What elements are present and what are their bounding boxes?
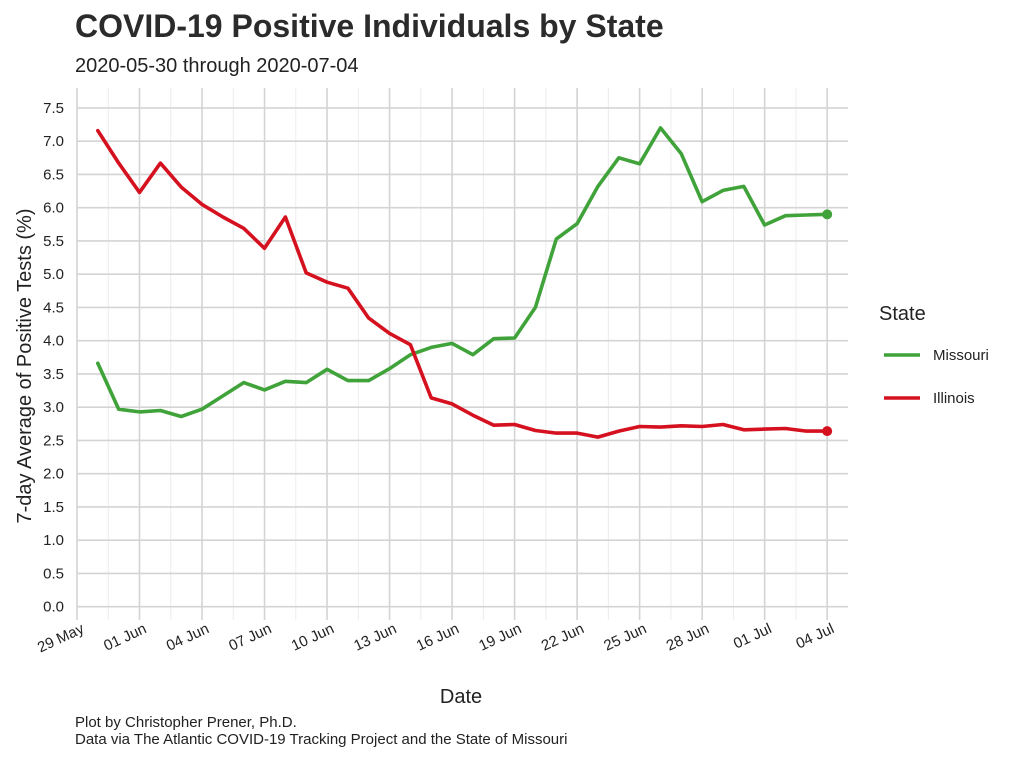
grid-major [76, 88, 848, 620]
grid-minor [107, 88, 797, 620]
x-tick-label: 16 Jun [414, 620, 462, 654]
caption-line-author: Plot by Christopher Prener, Ph.D. [75, 714, 297, 731]
y-tick-label: 3.0 [43, 399, 64, 416]
x-tick-label: 04 Jul [793, 620, 836, 652]
chart-subtitle: 2020-05-30 through 2020-07-04 [75, 55, 359, 77]
legend-label-missouri: Missouri [933, 347, 989, 364]
y-tick-label: 0.5 [43, 565, 64, 582]
y-tick-label: 1.5 [43, 499, 64, 516]
x-axis-ticks: 29 May 01 Jun 04 Jun 07 Jun 10 Jun 13 Jun 16 J… [35, 620, 837, 656]
y-tick-label: 0.0 [43, 599, 64, 616]
y-tick-label: 6.5 [43, 166, 64, 183]
y-tick-label: 1.0 [43, 532, 64, 549]
x-tick-label: 07 Jun [226, 620, 274, 654]
x-axis-label: Date [440, 686, 482, 708]
y-axis-ticks: 0.0 0.5 1.0 1.5 2.0 2.5 3.0 3.5 4.0 4.5 5.0 5.5 6.0 6… [43, 100, 64, 616]
caption-line-source: Data via The Atlantic COVID-19 Tracking … [75, 731, 568, 748]
x-tick-label: 01 Jul [731, 620, 774, 652]
legend: State Missouri Illinois [879, 303, 989, 407]
y-tick-label: 7.0 [43, 133, 64, 150]
series-line-missouri [96, 126, 830, 419]
x-tick-label: 25 Jun [601, 620, 649, 654]
series-endpoint-illinois [822, 426, 833, 437]
series-lines [96, 126, 833, 439]
x-tick-label: 10 Jun [289, 620, 337, 654]
y-tick-label: 2.5 [43, 432, 64, 449]
x-tick-label: 13 Jun [351, 620, 399, 654]
x-tick-label: 04 Jun [164, 620, 212, 654]
series-line-illinois [96, 128, 830, 439]
x-tick-label: 22 Jun [539, 620, 587, 654]
x-tick-label: 19 Jun [476, 620, 524, 654]
y-tick-label: 3.5 [43, 366, 64, 383]
y-tick-label: 5.0 [43, 266, 64, 283]
x-tick-label: 01 Jun [101, 620, 149, 654]
y-axis-label: 7-day Average of Positive Tests (%) [14, 209, 36, 524]
y-tick-label: 7.5 [43, 100, 64, 117]
series-endpoint-missouri [822, 209, 833, 220]
chart-title: COVID-19 Positive Individuals by State [75, 8, 664, 44]
chart-caption: Plot by Christopher Prener, Ph.D. Data v… [75, 714, 567, 748]
x-tick-label: 29 May [35, 620, 87, 656]
y-tick-label: 5.5 [43, 233, 64, 250]
y-tick-label: 4.0 [43, 333, 64, 350]
y-tick-label: 4.5 [43, 299, 64, 316]
y-tick-label: 6.0 [43, 200, 64, 217]
x-tick-label: 28 Jun [664, 620, 712, 654]
legend-label-illinois: Illinois [933, 390, 975, 407]
legend-title: State [879, 303, 926, 325]
y-tick-label: 2.0 [43, 466, 64, 483]
